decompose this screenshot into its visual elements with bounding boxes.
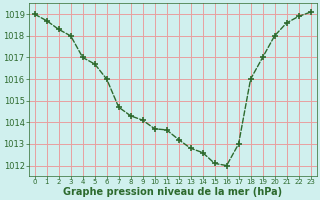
X-axis label: Graphe pression niveau de la mer (hPa): Graphe pression niveau de la mer (hPa) [63, 187, 282, 197]
